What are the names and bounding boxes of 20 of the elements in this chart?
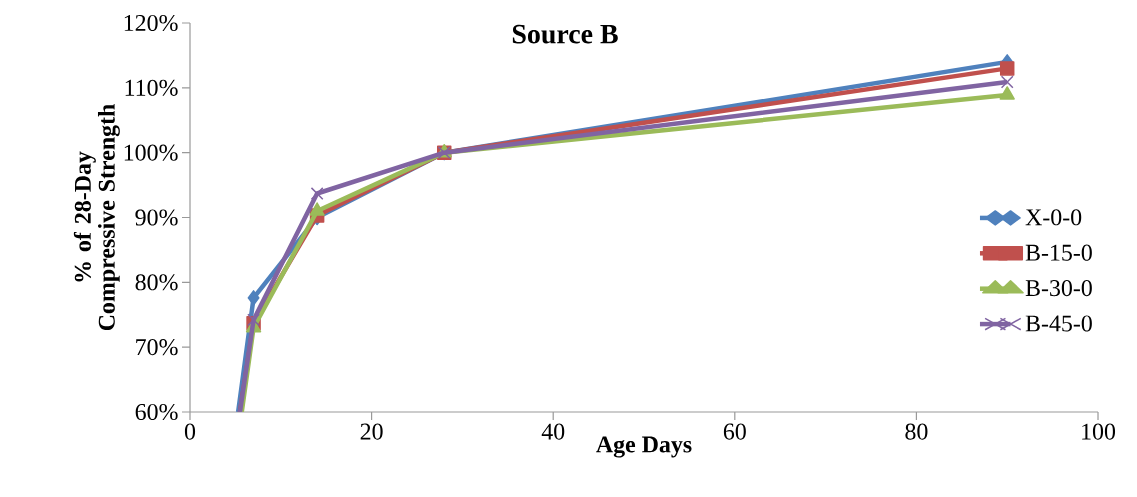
y-tick-label: 70% [136, 339, 178, 356]
x-tick-label: 40 [541, 423, 565, 440]
y-axis-title: % of 28-Day Compressive Strength [73, 104, 120, 331]
legend-label: B-15-0 [1025, 244, 1092, 261]
y-tick-label: 80% [135, 274, 178, 291]
x-axis-title: Age Days [596, 436, 692, 458]
legend-label: B-30-0 [1025, 279, 1092, 297]
x-tick-label: 100 [1082, 423, 1116, 440]
y-tick-label: 110% [125, 79, 178, 96]
x-tick-label: 60 [723, 423, 746, 440]
y-tick-label: 90% [135, 209, 178, 226]
chart-title: Source B [512, 24, 618, 44]
y-tick-label: 120% [124, 14, 178, 32]
x-tick-label: 80 [905, 423, 928, 440]
y-tick-label: 60% [135, 403, 178, 421]
y-tick-label: 100% [124, 144, 178, 161]
legend-label: X-0-0 [1025, 209, 1082, 226]
x-tick-label: 20 [360, 423, 383, 440]
legend-label: B-45-0 [1025, 315, 1092, 332]
x-tick-label: 0 [184, 423, 196, 440]
